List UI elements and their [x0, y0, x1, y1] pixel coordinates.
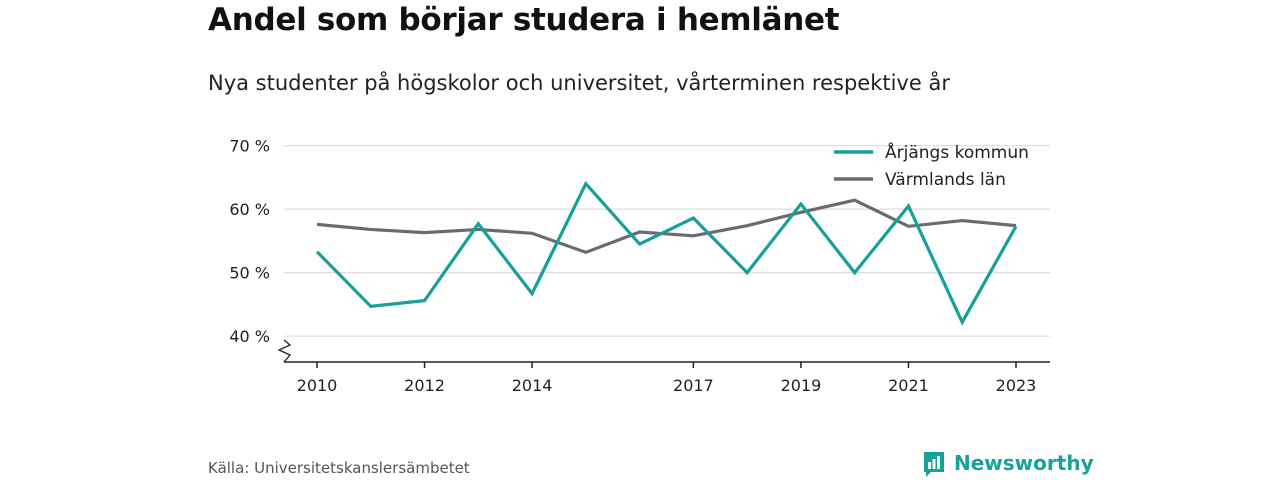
x-tick-label: 2019	[781, 376, 822, 395]
newsworthy-logo-icon	[924, 452, 944, 477]
x-tick-label: 2010	[297, 376, 338, 395]
grid-lines	[284, 145, 1050, 337]
y-tick-label: 40 %	[229, 327, 270, 346]
x-axis-ticks: 2010 2012 2014 2017 2019 2021 2023	[297, 362, 1037, 395]
legend-item-varmlands-lan: Värmlands län	[834, 170, 1006, 190]
brand-name: Newsworthy	[954, 451, 1094, 475]
x-tick-label: 2017	[673, 376, 714, 395]
x-tick-label: 2023	[996, 376, 1037, 395]
y-tick-label: 60 %	[229, 200, 270, 219]
legend-label: Värmlands län	[885, 170, 1006, 190]
axes	[277, 339, 1050, 363]
chart-subtitle: Nya studenter på högskolor och universit…	[208, 71, 950, 95]
y-tick-label: 70 %	[229, 137, 270, 156]
y-tick-label: 50 %	[229, 264, 270, 283]
y-axis-ticks: 40 % 50 % 60 % 70 %	[229, 137, 270, 347]
series-line-varmlands-lan	[316, 198, 1017, 255]
series-line-arjangs-kommun	[315, 180, 1018, 326]
brand-logo: Newsworthy	[922, 450, 1094, 480]
legend: Årjängs kommun Värmlands län	[834, 141, 1029, 190]
x-tick-label: 2021	[888, 376, 929, 395]
x-tick-label: 2012	[404, 376, 445, 395]
x-tick-label: 2014	[512, 376, 553, 395]
chart-title: Andel som börjar studera i hemlänet	[208, 2, 840, 38]
series-lines	[315, 180, 1018, 326]
legend-item-arjangs-kommun: Årjängs kommun	[834, 141, 1029, 163]
source-note: Källa: Universitetskanslersämbetet	[208, 459, 470, 477]
axis-break-icon	[277, 339, 292, 363]
legend-label: Årjängs kommun	[885, 141, 1029, 163]
